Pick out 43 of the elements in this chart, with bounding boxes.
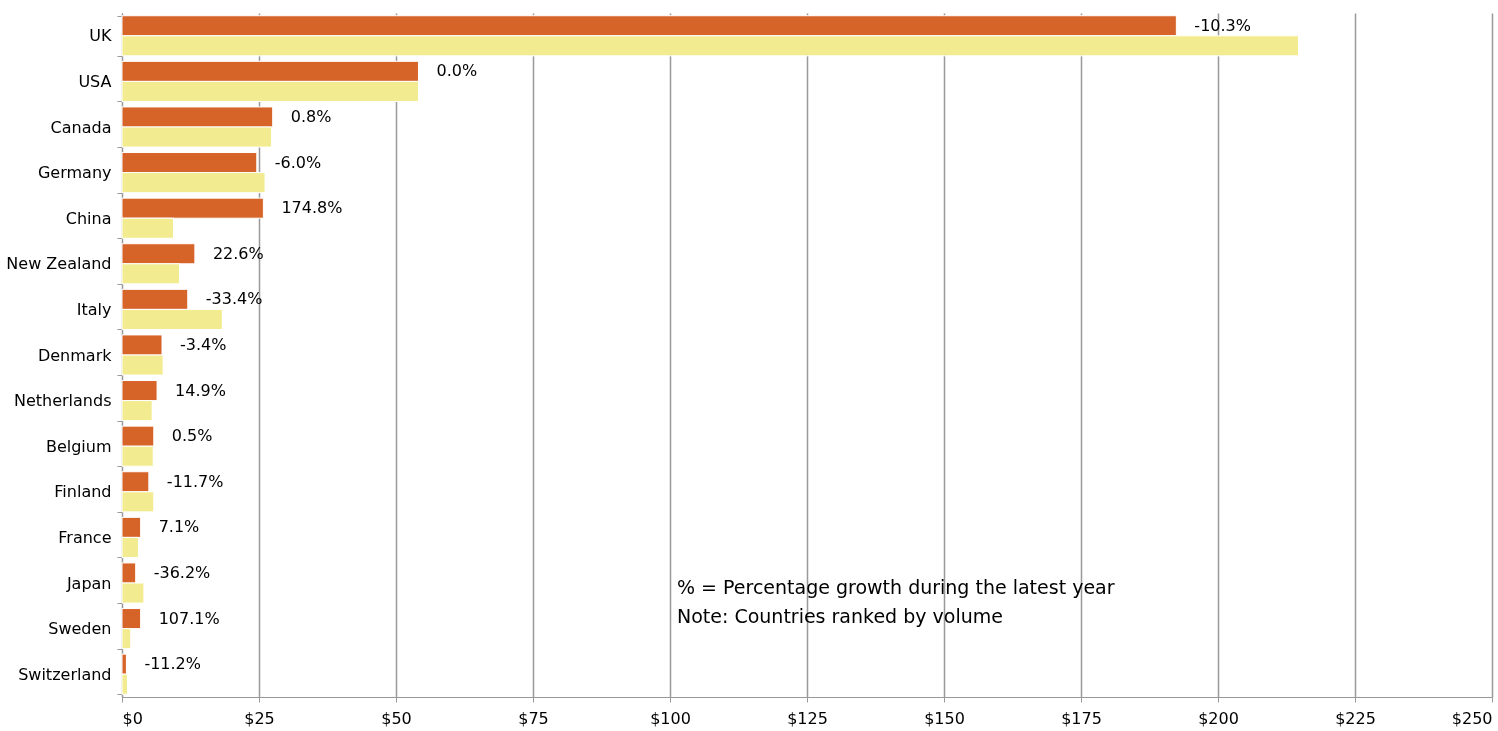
annotation: 7.1% xyxy=(158,517,200,537)
annotation: 107.1% xyxy=(158,608,220,628)
annotation: -6.0% xyxy=(274,152,322,172)
y-tick-label: France xyxy=(58,527,112,547)
x-tick-label: $175 xyxy=(1061,708,1102,728)
y-tick-label: UK xyxy=(89,26,113,46)
annotation: 0.8% xyxy=(290,106,332,126)
annotation: Note: Countries ranked by volume xyxy=(677,605,1003,627)
annotation: -10.3% xyxy=(1194,15,1251,35)
y-tick-label: Japan xyxy=(65,573,112,593)
x-tick-label: $150 xyxy=(924,708,965,728)
x-tick-label: $50 xyxy=(381,708,412,728)
x-tick-label: $25 xyxy=(244,708,275,728)
x-tick-label: $0 xyxy=(122,708,143,728)
y-tick-label: Belgium xyxy=(45,436,112,456)
annotation: -11.2% xyxy=(144,654,201,674)
y-tick-label: Germany xyxy=(37,163,112,183)
annotation: 14.9% xyxy=(175,380,226,400)
y-tick-label: Netherlands xyxy=(13,391,112,411)
y-tick-label: Italy xyxy=(76,299,112,319)
y-tick-label: USA xyxy=(78,71,112,91)
annotation: -11.7% xyxy=(166,471,224,491)
x-tick-label: $200 xyxy=(1198,708,1239,728)
x-tick-label: $75 xyxy=(518,708,549,728)
x-tick-label: $125 xyxy=(787,708,828,728)
annotation: 174.8% xyxy=(281,198,343,218)
y-tick-label: Canada xyxy=(50,117,112,137)
annotation: -33.4% xyxy=(205,289,263,309)
annotation: % = Percentage growth during the latest year xyxy=(677,576,1115,598)
y-tick-label: Switzerland xyxy=(18,664,112,684)
y-tick-label: New Zealand xyxy=(6,254,112,274)
y-tick-label: Sweden xyxy=(48,619,112,639)
annotation: 0.5% xyxy=(171,426,213,446)
y-tick-label: Finland xyxy=(54,482,112,502)
y-tick-label: China xyxy=(65,208,112,228)
annotation: -36.2% xyxy=(153,562,211,582)
annotation: 22.6% xyxy=(212,243,264,263)
y-tick-label: Denmark xyxy=(37,345,113,365)
x-tick-label: $225 xyxy=(1335,708,1376,728)
annotation: -3.4% xyxy=(180,334,227,354)
annotation: 0.0% xyxy=(436,61,478,81)
x-tick-label: $100 xyxy=(650,708,691,728)
x-tick-label: $250 xyxy=(1451,708,1493,728)
